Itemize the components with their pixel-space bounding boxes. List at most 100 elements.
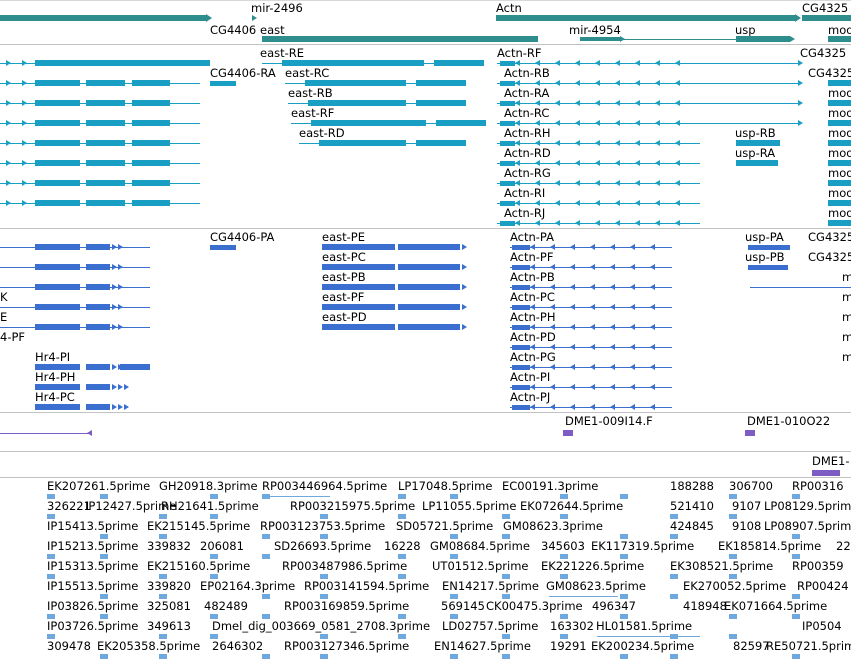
exon-block[interactable] [35, 324, 80, 330]
exon-block[interactable] [210, 573, 218, 579]
exon-block[interactable] [210, 613, 218, 619]
exon-block[interactable] [35, 304, 80, 310]
exon-block[interactable] [398, 553, 406, 559]
exon-block[interactable] [120, 364, 150, 370]
exon-block[interactable] [620, 653, 628, 659]
exon-block[interactable] [500, 220, 515, 226]
exon-block[interactable] [35, 100, 80, 106]
exon-block[interactable] [210, 553, 218, 559]
exon-block[interactable] [100, 493, 108, 499]
exon-block[interactable] [416, 80, 466, 86]
exon-block[interactable] [792, 553, 800, 559]
exon-block[interactable] [436, 120, 486, 126]
exon-block[interactable] [398, 513, 406, 519]
exon-block[interactable] [210, 513, 218, 519]
exon-block[interactable] [86, 180, 125, 186]
exon-block[interactable] [35, 364, 80, 370]
exon-block[interactable] [159, 573, 167, 579]
exon-block[interactable] [450, 493, 458, 499]
exon-block[interactable] [86, 140, 125, 146]
exon-block[interactable] [86, 404, 110, 410]
exon-block[interactable] [398, 324, 460, 330]
exon-block[interactable] [560, 573, 568, 579]
exon-block[interactable] [35, 284, 80, 290]
exon-block[interactable] [159, 633, 167, 639]
exon-block[interactable] [563, 430, 573, 436]
exon-block[interactable] [100, 553, 108, 559]
exon-block[interactable] [262, 533, 270, 539]
exon-block[interactable] [512, 404, 530, 410]
exon-block[interactable] [512, 384, 530, 390]
exon-block[interactable] [450, 533, 458, 539]
exon-block[interactable] [792, 493, 800, 499]
exon-block[interactable] [210, 633, 218, 639]
exon-block[interactable] [35, 244, 80, 250]
exon-block[interactable] [35, 200, 80, 206]
exon-block[interactable] [210, 244, 236, 250]
exon-block[interactable] [560, 513, 568, 519]
exon-block[interactable] [828, 36, 851, 42]
exon-block[interactable] [100, 533, 108, 539]
exon-block[interactable] [100, 613, 108, 619]
exon-block[interactable] [210, 80, 236, 86]
exon-block[interactable] [729, 613, 737, 619]
exon-block[interactable] [132, 180, 170, 186]
exon-block[interactable] [308, 100, 406, 106]
exon-block[interactable] [86, 244, 110, 250]
exon-block[interactable] [86, 324, 110, 330]
exon-block[interactable] [320, 513, 328, 519]
exon-block[interactable] [828, 180, 851, 186]
exon-block[interactable] [828, 160, 851, 166]
exon-block[interactable] [398, 613, 406, 619]
exon-block[interactable] [35, 140, 80, 146]
exon-block[interactable] [35, 180, 80, 186]
exon-block[interactable] [828, 80, 851, 86]
exon-block[interactable] [792, 613, 800, 619]
exon-block[interactable] [320, 533, 328, 539]
exon-block[interactable] [500, 120, 515, 126]
exon-block[interactable] [828, 140, 851, 146]
exon-block[interactable] [398, 244, 460, 250]
exon-block[interactable] [500, 160, 515, 166]
exon-block[interactable] [35, 120, 80, 126]
exon-block[interactable] [398, 633, 406, 639]
exon-block[interactable] [828, 120, 851, 126]
exon-block[interactable] [802, 15, 851, 21]
exon-block[interactable] [322, 244, 395, 250]
exon-block[interactable] [86, 364, 110, 370]
exon-block[interactable] [500, 100, 515, 106]
exon-block[interactable] [560, 633, 568, 639]
exon-block[interactable] [322, 304, 395, 310]
exon-block[interactable] [502, 653, 510, 659]
exon-block[interactable] [319, 140, 406, 146]
exon-block[interactable] [210, 493, 218, 499]
exon-block[interactable] [729, 513, 737, 519]
exon-block[interactable] [100, 653, 108, 659]
exon-block[interactable] [398, 264, 460, 270]
exon-block[interactable] [748, 264, 788, 270]
exon-block[interactable] [670, 513, 678, 519]
exon-block[interactable] [500, 200, 515, 206]
exon-block[interactable] [159, 513, 167, 519]
exon-block[interactable] [828, 220, 851, 226]
exon-block[interactable] [502, 533, 510, 539]
exon-block[interactable] [828, 100, 851, 106]
exon-block[interactable] [620, 613, 628, 619]
exon-block[interactable] [35, 404, 80, 410]
exon-block[interactable] [322, 264, 395, 270]
exon-block[interactable] [580, 37, 620, 41]
exon-block[interactable] [792, 593, 800, 599]
exon-block[interactable] [512, 364, 530, 370]
exon-block[interactable] [398, 493, 406, 499]
exon-block[interactable] [35, 80, 80, 86]
exon-block[interactable] [560, 613, 568, 619]
exon-block[interactable] [398, 304, 460, 310]
exon-block[interactable] [47, 513, 55, 519]
exon-block[interactable] [416, 100, 466, 106]
exon-block[interactable] [620, 553, 628, 559]
exon-block[interactable] [620, 533, 628, 539]
exon-block[interactable] [512, 324, 530, 330]
exon-block[interactable] [132, 120, 170, 126]
exon-block[interactable] [450, 593, 458, 599]
